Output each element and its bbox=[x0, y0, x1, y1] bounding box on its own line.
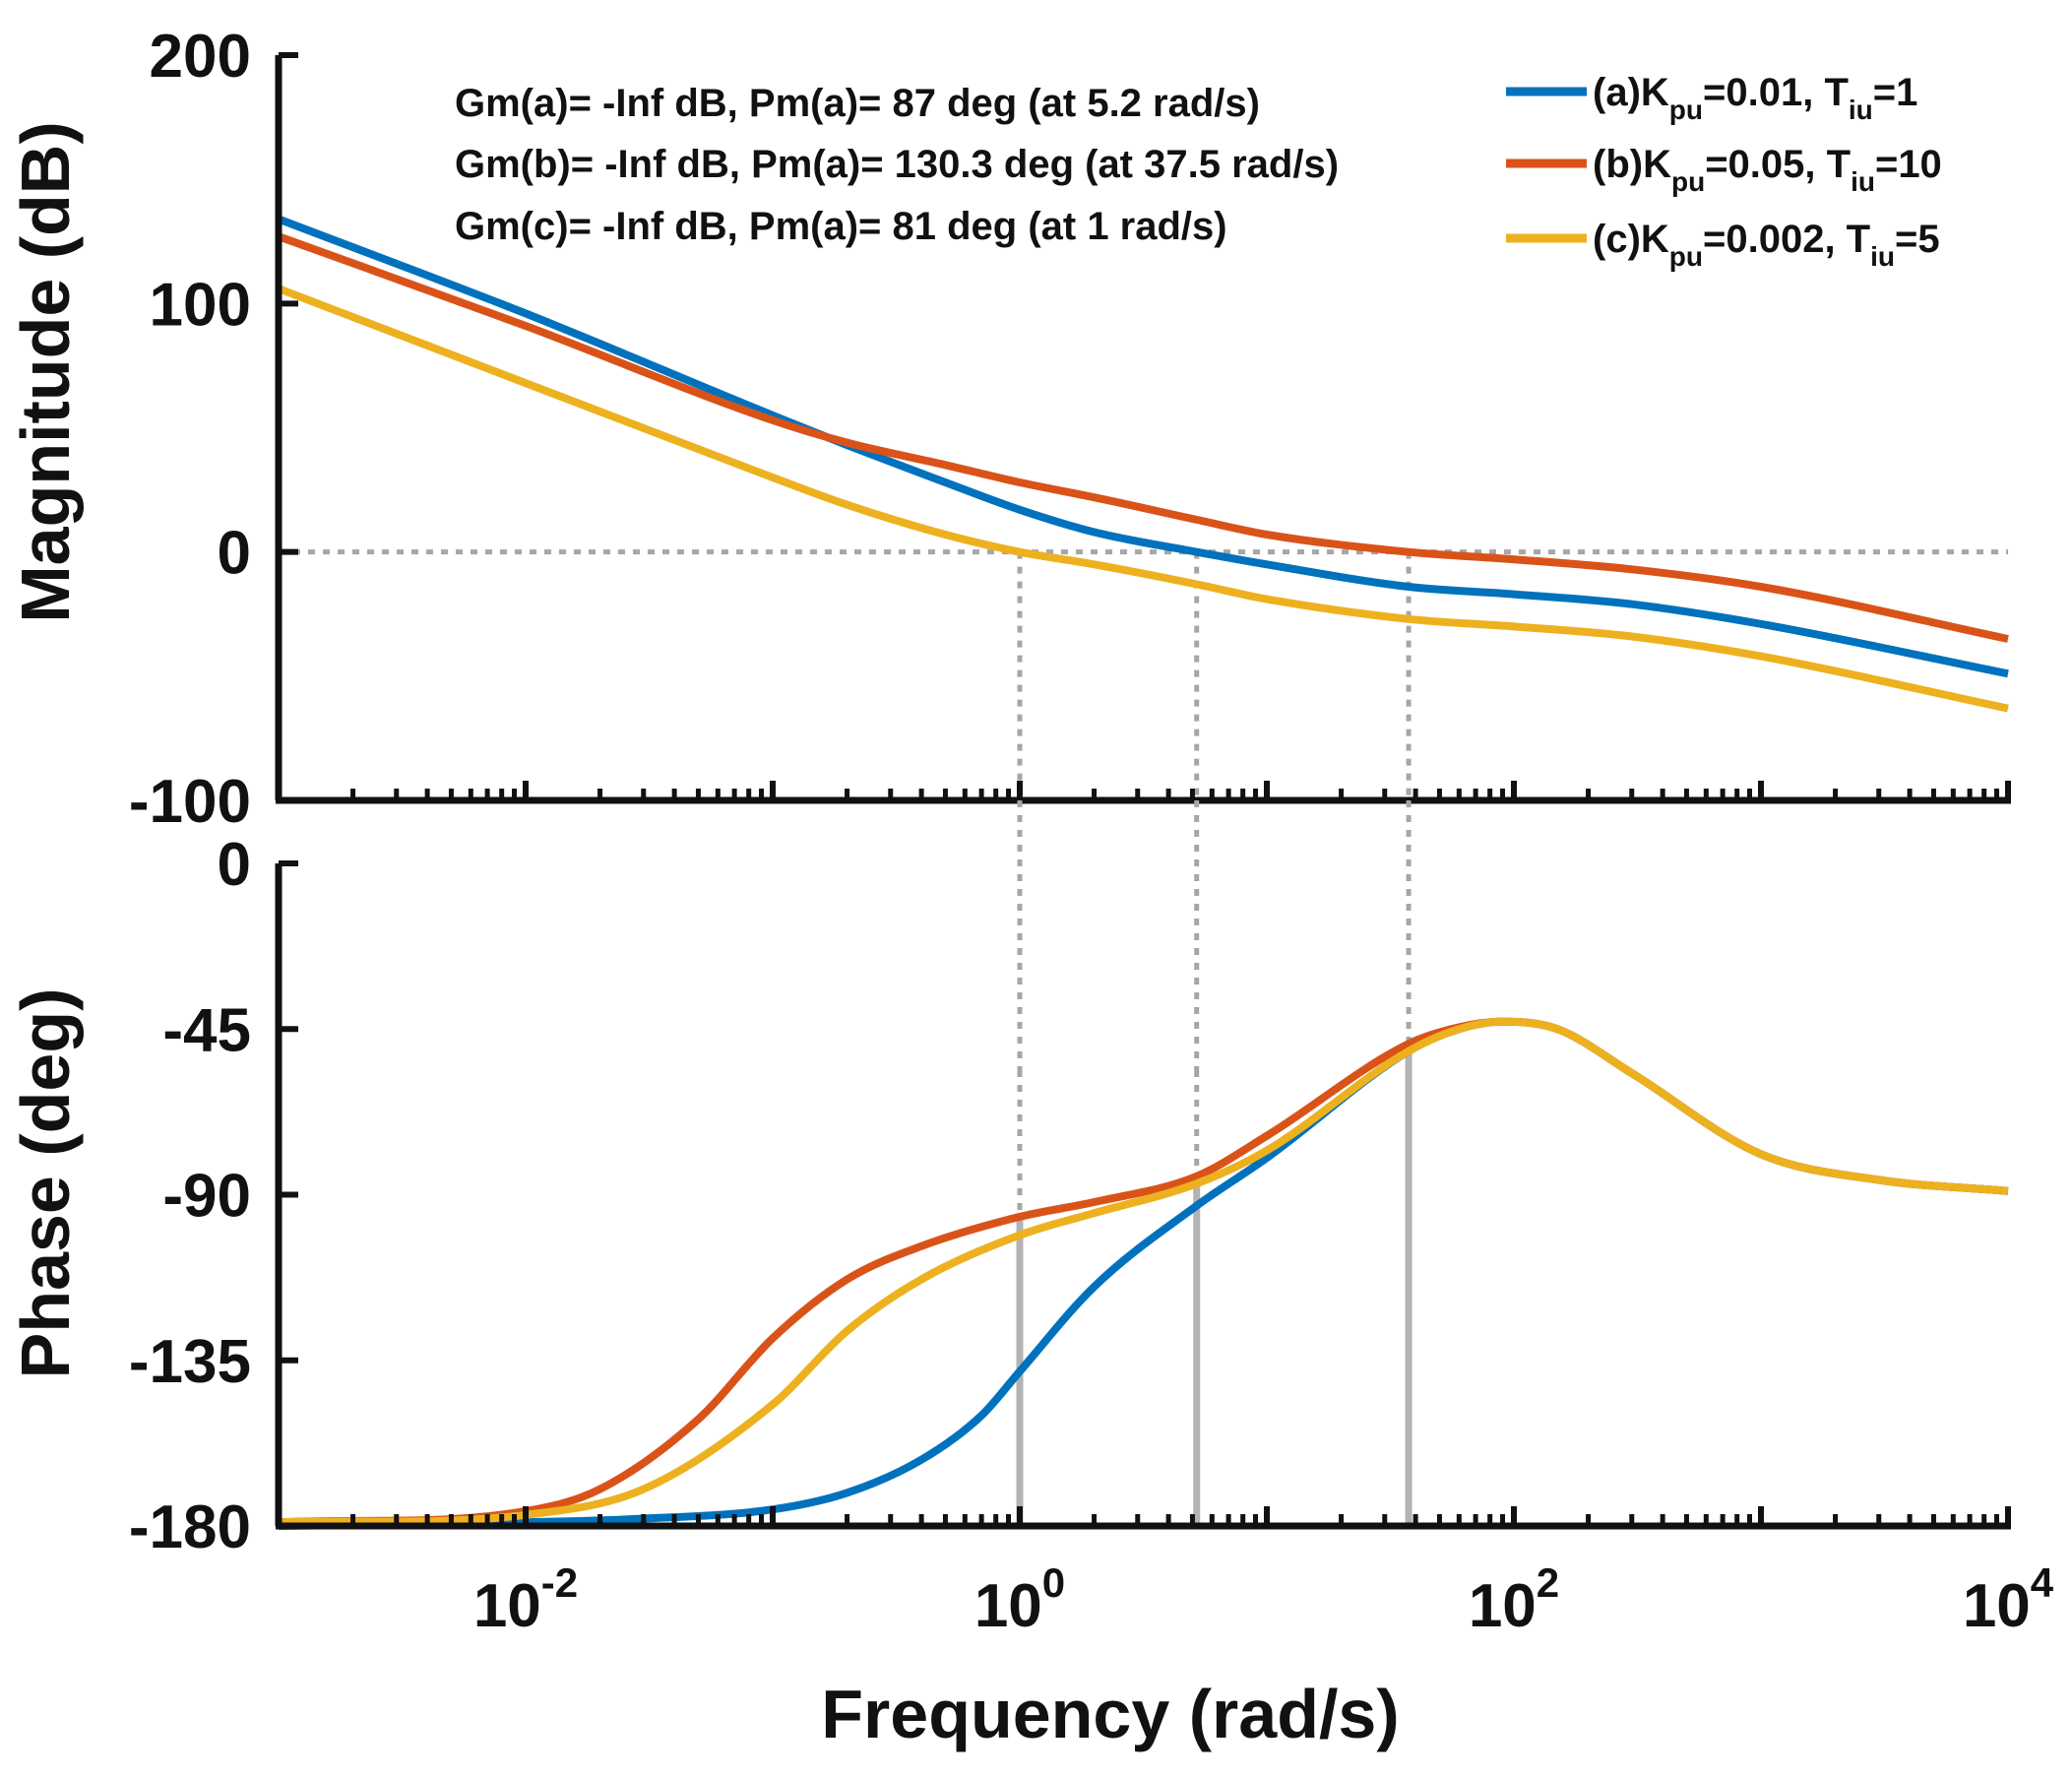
x-tick-label: 100 bbox=[974, 1559, 1065, 1640]
y-tick-label: -90 bbox=[162, 1163, 251, 1231]
phase-panel: 0 -45 -90 -135 -180 10-2 100 102 104 Phase (deg… bbox=[7, 800, 2054, 1752]
ph-series-line-a bbox=[278, 1017, 2009, 1530]
magnitude-y-tick-labels: 200 100 0 -100 bbox=[129, 23, 251, 836]
x-axis-title: Frequency (rad/s) bbox=[821, 1676, 1399, 1752]
magnitude-panel: 200 100 0 -100 Magnitude (dB) Gm(a)= -Inf d… bbox=[7, 23, 2011, 836]
stability-margin-annotations: Gm(a)= -Inf dB, Pm(a)= 87 deg (at 5.2 ra… bbox=[455, 82, 1339, 248]
phase-y-axis-title: Phase (deg) bbox=[7, 988, 84, 1379]
mag-series-line-c bbox=[277, 285, 2009, 713]
legend-item-a: (a)Kpu=0.01, Tiu=1 bbox=[1506, 71, 1917, 125]
annotation-a: Gm(a)= -Inf dB, Pm(a)= 87 deg (at 5.2 ra… bbox=[455, 82, 1260, 125]
legend-label-b: (b)Kpu=0.05, Tiu=10 bbox=[1593, 143, 1942, 197]
x-tick-label: 10-2 bbox=[473, 1559, 578, 1640]
x-tick-labels: 10-2 100 102 104 bbox=[473, 1559, 2054, 1640]
y-tick-label: 0 bbox=[218, 520, 251, 588]
x-tick-label: 102 bbox=[1469, 1559, 1559, 1640]
mag-series-line-a bbox=[277, 215, 2009, 678]
y-tick-label: -45 bbox=[162, 996, 251, 1064]
legend-label-c: (c)Kpu=0.002, Tiu=5 bbox=[1593, 218, 1940, 272]
x-tick-label: 104 bbox=[1963, 1559, 2054, 1640]
ph-series-line-c bbox=[278, 1017, 2009, 1527]
ph-series-line-b bbox=[278, 1017, 2009, 1527]
y-tick-label: -135 bbox=[129, 1328, 251, 1396]
legend-item-b: (b)Kpu=0.05, Tiu=10 bbox=[1506, 143, 1942, 197]
phase-reference-lines bbox=[1016, 800, 1413, 1526]
magnitude-axes bbox=[275, 52, 2011, 804]
y-tick-label: -100 bbox=[129, 768, 251, 836]
y-tick-label: -180 bbox=[129, 1493, 251, 1561]
mag-series-line-b bbox=[277, 232, 2009, 643]
phase-axes bbox=[275, 860, 2011, 1530]
legend-label-a: (a)Kpu=0.01, Tiu=1 bbox=[1593, 71, 1917, 125]
phase-y-tick-labels: 0 -45 -90 -135 -180 bbox=[129, 831, 251, 1561]
magnitude-y-axis-title: Magnitude (dB) bbox=[7, 121, 84, 622]
y-tick-label: 0 bbox=[218, 831, 251, 899]
y-tick-label: 100 bbox=[150, 271, 251, 339]
annotation-c: Gm(c)= -Inf dB, Pm(a)= 81 deg (at 1 rad/… bbox=[455, 205, 1227, 248]
y-tick-label: 200 bbox=[150, 23, 251, 91]
legend: (a)Kpu=0.01, Tiu=1 (b)Kpu=0.05, Tiu=10 (… bbox=[1506, 71, 1942, 272]
phase-series bbox=[278, 1017, 2009, 1530]
legend-item-c: (c)Kpu=0.002, Tiu=5 bbox=[1506, 218, 1940, 272]
magnitude-series bbox=[277, 215, 2009, 713]
magnitude-reference-lines bbox=[279, 549, 2008, 800]
annotation-b: Gm(b)= -Inf dB, Pm(a)= 130.3 deg (at 37.… bbox=[455, 143, 1339, 186]
